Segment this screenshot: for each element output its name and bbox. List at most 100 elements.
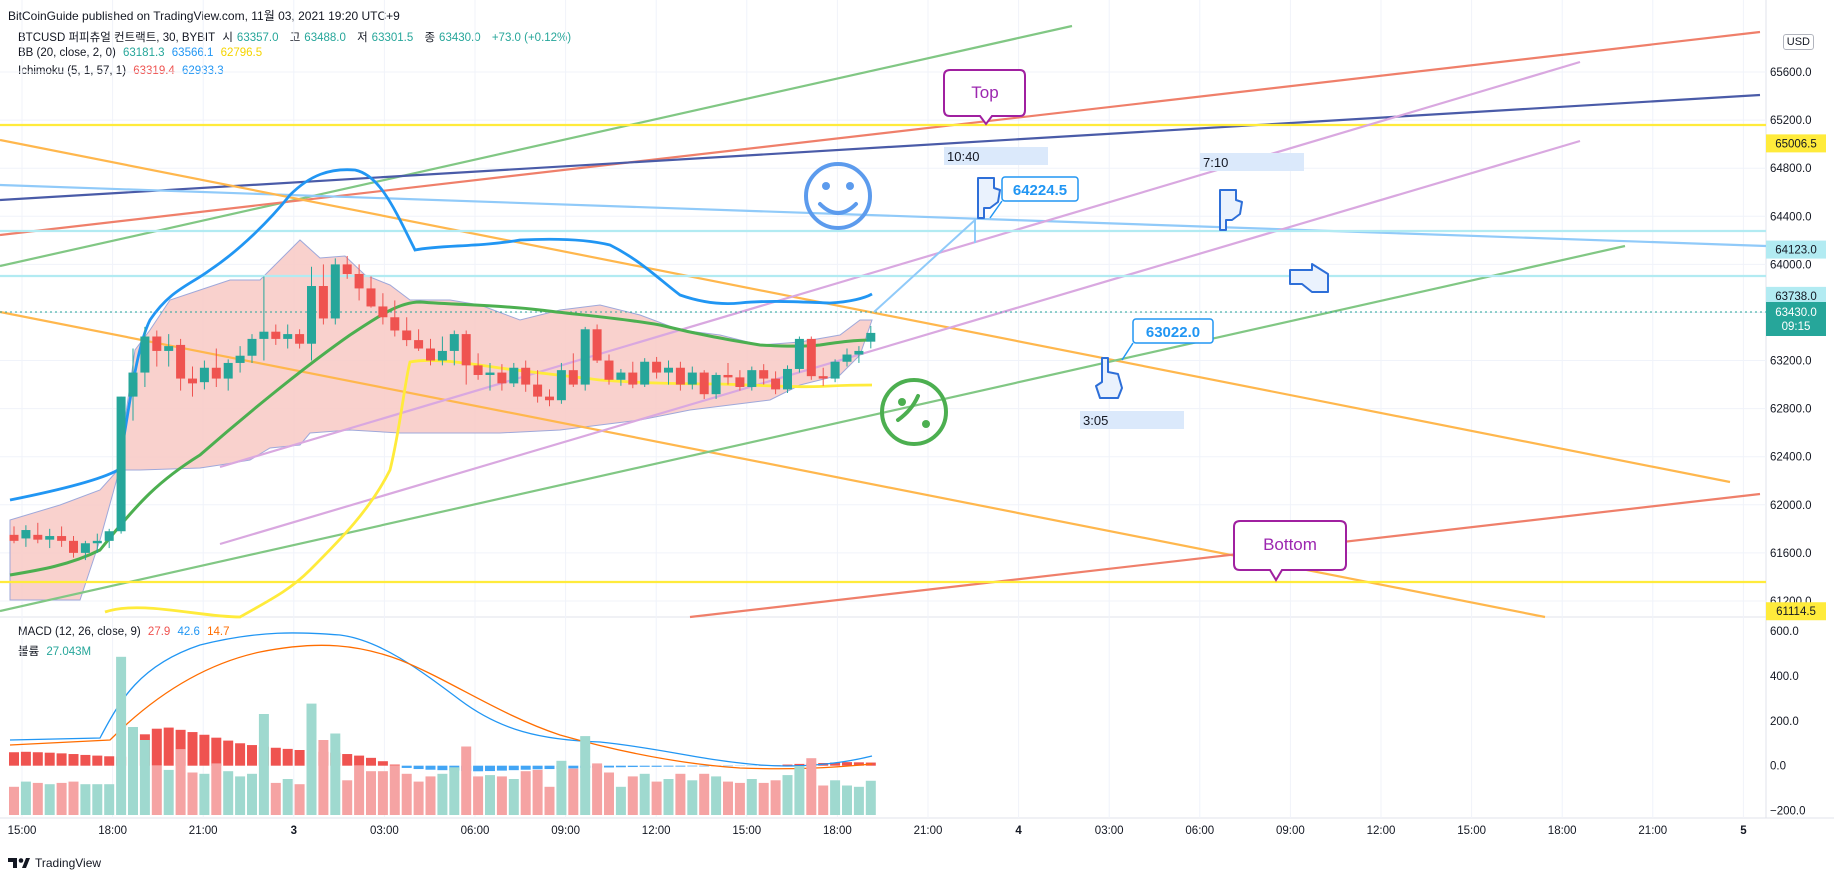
volume-bar bbox=[270, 782, 281, 815]
macd-hist-bar bbox=[615, 765, 626, 768]
macd-hist-bar bbox=[806, 763, 817, 766]
volume-bar bbox=[199, 773, 210, 815]
tradingview-footer[interactable]: TradingView bbox=[8, 856, 101, 870]
volume-bar bbox=[258, 714, 269, 815]
volume-bar bbox=[830, 780, 841, 815]
volume-bar bbox=[794, 766, 805, 815]
macd-line-value: 42.6 bbox=[177, 626, 200, 638]
volume-bar bbox=[520, 771, 531, 815]
time-tick-label: 18:00 bbox=[98, 825, 127, 837]
candle-body bbox=[818, 376, 828, 379]
price-label-text: 64123.0 bbox=[1775, 245, 1817, 257]
time-tick-label: 09:00 bbox=[551, 825, 580, 837]
volume-bar bbox=[687, 780, 698, 815]
macd-hist-bar bbox=[675, 765, 686, 767]
price-tick-label: 61600.0 bbox=[1770, 548, 1812, 560]
candle-body bbox=[794, 338, 804, 369]
candle-body bbox=[116, 396, 126, 532]
macd-signal-line bbox=[9, 644, 873, 770]
volume-legend[interactable]: 볼륨 27.043M bbox=[18, 643, 95, 659]
macd-hist-bar bbox=[568, 765, 579, 769]
macd-hist-bar bbox=[794, 763, 805, 766]
volume-bar bbox=[746, 779, 757, 815]
candle-body bbox=[783, 368, 792, 390]
time-tick-label: 12:00 bbox=[1367, 825, 1396, 837]
trendline-lilac-upper bbox=[219, 60, 1581, 469]
macd-hist-bar bbox=[187, 732, 198, 766]
candle-body bbox=[437, 350, 447, 361]
volume-bar bbox=[342, 780, 353, 815]
price-tick-label: 64400.0 bbox=[1770, 211, 1812, 223]
trendline-orange-upper bbox=[0, 138, 1731, 484]
price-tick-label: 63200.0 bbox=[1770, 356, 1812, 368]
price-label-bg bbox=[1766, 286, 1826, 305]
annotation-bottom-text: Bottom bbox=[1263, 535, 1317, 554]
price-label-bg bbox=[1766, 134, 1826, 153]
time-tick-label: 21:00 bbox=[189, 825, 218, 837]
callout-low[interactable]: 63022.0 bbox=[1121, 318, 1214, 361]
pointing-hand-down-icon-1 bbox=[977, 177, 1001, 219]
macd-hist-bar bbox=[425, 765, 436, 770]
price-label-text: 61114.5 bbox=[1776, 606, 1816, 618]
time-tick-label: 18:00 bbox=[823, 825, 852, 837]
bb-legend[interactable]: BB (20, close, 2, 0) 63181.3 63566.1 627… bbox=[18, 47, 266, 59]
volume-bar bbox=[532, 769, 543, 815]
time-box-1-text: 10:40 bbox=[947, 149, 980, 164]
time-box-3-text: 3:05 bbox=[1083, 413, 1108, 428]
volume-bar bbox=[44, 784, 55, 815]
currency-badge[interactable]: USD bbox=[1782, 34, 1814, 50]
candle-body bbox=[652, 361, 662, 373]
volume-bar bbox=[9, 786, 19, 815]
candle-body bbox=[283, 334, 293, 339]
price-label-text: 63738.0 bbox=[1775, 291, 1817, 303]
bb-basis-line bbox=[9, 300, 873, 577]
candle-body bbox=[271, 331, 281, 339]
candle-body bbox=[723, 374, 733, 378]
symbol-name: BTCUSD 퍼피츄얼 컨트랙트, 30, BYBIT bbox=[18, 32, 216, 44]
macd-tick-label: 400.0 bbox=[1770, 671, 1799, 683]
time-box-1[interactable]: 10:40 bbox=[944, 147, 1048, 165]
annotation-top[interactable]: Top bbox=[943, 69, 1026, 126]
macd-hist-bar bbox=[80, 754, 91, 766]
ichimoku-value-1: 63319.4 bbox=[133, 65, 175, 77]
time-box-3[interactable]: 3:05 bbox=[1080, 411, 1184, 429]
volume-bar bbox=[294, 784, 305, 815]
time-box-2-text: 7:10 bbox=[1203, 155, 1228, 170]
time-tick-label: 06:00 bbox=[1185, 825, 1214, 837]
macd-hist-bar bbox=[413, 765, 424, 770]
macd-tick-label: −200.0 bbox=[1770, 806, 1806, 818]
candle-body bbox=[330, 264, 340, 319]
macd-hist-bar bbox=[282, 748, 293, 766]
candle-body bbox=[128, 372, 138, 397]
macd-hist-bar bbox=[485, 765, 495, 772]
time-box-2[interactable]: 7:10 bbox=[1200, 153, 1304, 171]
volume-bar bbox=[580, 736, 591, 815]
callout-high[interactable]: 64224.5 bbox=[989, 176, 1079, 219]
candle-body bbox=[307, 286, 316, 344]
price-label-bg bbox=[1766, 240, 1826, 259]
trendline-green-upper bbox=[0, 24, 1073, 268]
volume-bar bbox=[187, 772, 198, 815]
candle-body bbox=[259, 331, 269, 339]
macd-hist-bar bbox=[92, 755, 103, 766]
candle-body bbox=[199, 367, 209, 383]
macd-label: MACD (12, 26, close, 9) bbox=[18, 626, 141, 638]
candle-body bbox=[152, 336, 162, 351]
macd-hist-bar bbox=[56, 753, 67, 766]
macd-hist-bar bbox=[496, 765, 507, 771]
bb-lower-value: 62796.5 bbox=[220, 47, 263, 59]
volume-bar bbox=[318, 740, 329, 815]
time-tick-label: 03:00 bbox=[370, 825, 399, 837]
macd-hist-bar bbox=[449, 765, 460, 771]
candle-body bbox=[509, 367, 519, 384]
candle-body bbox=[699, 372, 709, 395]
macd-legend[interactable]: MACD (12, 26, close, 9) 27.9 42.6 14.7 bbox=[18, 626, 234, 638]
trendline-orange-lower bbox=[0, 310, 1546, 619]
volume-bar bbox=[330, 733, 341, 815]
time-tick-label: 4 bbox=[1015, 825, 1022, 837]
volume-bar bbox=[758, 782, 769, 815]
annotation-bottom[interactable]: Bottom bbox=[1233, 520, 1347, 582]
ichimoku-legend[interactable]: Ichimoku (5, 1, 57, 1) 63319.4 62933.3 bbox=[18, 65, 228, 77]
macd-hist-bar bbox=[401, 765, 412, 768]
